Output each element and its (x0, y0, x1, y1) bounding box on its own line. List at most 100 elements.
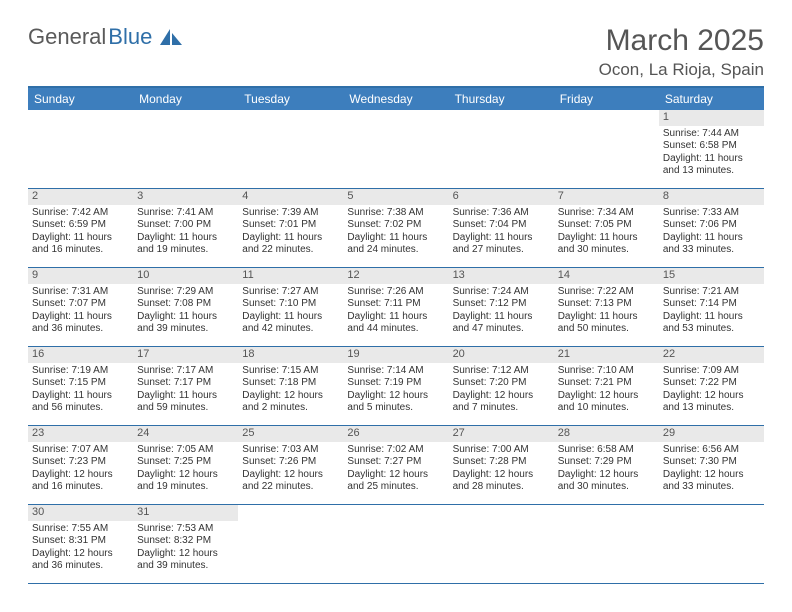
day-info-line: and 5 minutes. (347, 402, 444, 415)
day-info-line: Daylight: 12 hours (242, 469, 339, 482)
day-info-line: Daylight: 11 hours (558, 232, 655, 245)
day-cell: 2Sunrise: 7:42 AMSunset: 6:59 PMDaylight… (28, 189, 133, 267)
day-cell: 23Sunrise: 7:07 AMSunset: 7:23 PMDayligh… (28, 426, 133, 504)
day-info-line: Sunset: 7:01 PM (242, 219, 339, 232)
day-info-line: Sunrise: 7:31 AM (32, 286, 129, 299)
day-info-line: and 33 minutes. (663, 244, 760, 257)
day-info-line: Sunset: 7:04 PM (453, 219, 550, 232)
day-header-cell: Monday (133, 88, 238, 110)
day-header-cell: Friday (554, 88, 659, 110)
day-info-line: and 7 minutes. (453, 402, 550, 415)
day-cell (238, 110, 343, 188)
day-number: 25 (238, 426, 343, 442)
day-cell: 11Sunrise: 7:27 AMSunset: 7:10 PMDayligh… (238, 268, 343, 346)
day-number: 2 (28, 189, 133, 205)
day-cell (659, 505, 764, 583)
day-info-line: Daylight: 11 hours (663, 311, 760, 324)
day-info-line: and 30 minutes. (558, 481, 655, 494)
day-info-line: and 56 minutes. (32, 402, 129, 415)
day-number: 6 (449, 189, 554, 205)
day-info-line: and 10 minutes. (558, 402, 655, 415)
month-title: March 2025 (599, 24, 764, 58)
day-cell: 10Sunrise: 7:29 AMSunset: 7:08 PMDayligh… (133, 268, 238, 346)
day-info-line: Sunset: 7:08 PM (137, 298, 234, 311)
day-info-line: Daylight: 11 hours (347, 232, 444, 245)
day-info-line: Daylight: 12 hours (663, 469, 760, 482)
day-info-line: Daylight: 12 hours (347, 390, 444, 403)
day-cell: 6Sunrise: 7:36 AMSunset: 7:04 PMDaylight… (449, 189, 554, 267)
day-info-line: Sunrise: 7:55 AM (32, 523, 129, 536)
day-info-line: Sunrise: 7:27 AM (242, 286, 339, 299)
day-number: 19 (343, 347, 448, 363)
day-info-line: and 19 minutes. (137, 244, 234, 257)
location: Ocon, La Rioja, Spain (599, 60, 764, 80)
day-info-line: Daylight: 11 hours (32, 390, 129, 403)
day-number: 5 (343, 189, 448, 205)
day-info-line: Daylight: 11 hours (663, 232, 760, 245)
day-number: 30 (28, 505, 133, 521)
day-number: 8 (659, 189, 764, 205)
day-cell: 19Sunrise: 7:14 AMSunset: 7:19 PMDayligh… (343, 347, 448, 425)
day-info-line: Sunrise: 7:22 AM (558, 286, 655, 299)
day-info-line: Sunset: 7:28 PM (453, 456, 550, 469)
day-cell: 14Sunrise: 7:22 AMSunset: 7:13 PMDayligh… (554, 268, 659, 346)
day-number: 27 (449, 426, 554, 442)
day-header-cell: Sunday (28, 88, 133, 110)
day-info-line: Daylight: 11 hours (558, 311, 655, 324)
day-info-line: Sunset: 7:30 PM (663, 456, 760, 469)
day-info-line: Daylight: 12 hours (663, 390, 760, 403)
day-info-line: Sunrise: 7:34 AM (558, 207, 655, 220)
day-info-line: Sunrise: 7:42 AM (32, 207, 129, 220)
day-info-line: Sunrise: 7:05 AM (137, 444, 234, 457)
day-info-line: Sunset: 7:20 PM (453, 377, 550, 390)
day-header-row: SundayMondayTuesdayWednesdayThursdayFrid… (28, 88, 764, 110)
day-info-line: Sunset: 7:26 PM (242, 456, 339, 469)
day-number: 13 (449, 268, 554, 284)
day-info-line: Daylight: 12 hours (453, 390, 550, 403)
day-cell (554, 110, 659, 188)
day-info-line: Sunset: 7:12 PM (453, 298, 550, 311)
title-block: March 2025 Ocon, La Rioja, Spain (599, 24, 764, 80)
day-cell: 28Sunrise: 6:58 AMSunset: 7:29 PMDayligh… (554, 426, 659, 504)
day-number: 17 (133, 347, 238, 363)
day-info-line: and 16 minutes. (32, 481, 129, 494)
day-number: 7 (554, 189, 659, 205)
week-row: 1Sunrise: 7:44 AMSunset: 6:58 PMDaylight… (28, 110, 764, 189)
day-info-line: Sunset: 7:17 PM (137, 377, 234, 390)
day-info-line: Daylight: 11 hours (32, 311, 129, 324)
day-info-line: Daylight: 12 hours (137, 469, 234, 482)
day-number: 28 (554, 426, 659, 442)
day-cell: 31Sunrise: 7:53 AMSunset: 8:32 PMDayligh… (133, 505, 238, 583)
day-info-line: Sunset: 7:10 PM (242, 298, 339, 311)
day-info-line: Daylight: 12 hours (32, 548, 129, 561)
day-info-line: Sunset: 7:05 PM (558, 219, 655, 232)
day-info-line: and 28 minutes. (453, 481, 550, 494)
day-info-line: Daylight: 12 hours (347, 469, 444, 482)
day-info-line: Daylight: 11 hours (347, 311, 444, 324)
day-info-line: Sunset: 7:22 PM (663, 377, 760, 390)
header: GeneralBlue March 2025 Ocon, La Rioja, S… (28, 24, 764, 80)
week-row: 2Sunrise: 7:42 AMSunset: 6:59 PMDaylight… (28, 189, 764, 268)
day-header-cell: Tuesday (238, 88, 343, 110)
day-number: 9 (28, 268, 133, 284)
day-cell: 4Sunrise: 7:39 AMSunset: 7:01 PMDaylight… (238, 189, 343, 267)
day-info-line: Daylight: 11 hours (242, 232, 339, 245)
calendar: SundayMondayTuesdayWednesdayThursdayFrid… (28, 86, 764, 584)
day-number: 29 (659, 426, 764, 442)
day-info-line: Sunset: 8:32 PM (137, 535, 234, 548)
day-cell (343, 505, 448, 583)
day-cell: 29Sunrise: 6:56 AMSunset: 7:30 PMDayligh… (659, 426, 764, 504)
day-cell: 25Sunrise: 7:03 AMSunset: 7:26 PMDayligh… (238, 426, 343, 504)
day-cell: 17Sunrise: 7:17 AMSunset: 7:17 PMDayligh… (133, 347, 238, 425)
day-info-line: Sunset: 7:29 PM (558, 456, 655, 469)
day-info-line: and 13 minutes. (663, 402, 760, 415)
day-cell (238, 505, 343, 583)
day-info-line: Sunset: 7:15 PM (32, 377, 129, 390)
day-info-line: Sunset: 6:58 PM (663, 140, 760, 153)
day-info-line: Sunrise: 7:44 AM (663, 128, 760, 141)
day-info-line: Sunset: 8:31 PM (32, 535, 129, 548)
day-info-line: Daylight: 12 hours (137, 548, 234, 561)
day-info-line: and 39 minutes. (137, 323, 234, 336)
day-cell (449, 505, 554, 583)
day-info-line: Sunset: 7:02 PM (347, 219, 444, 232)
